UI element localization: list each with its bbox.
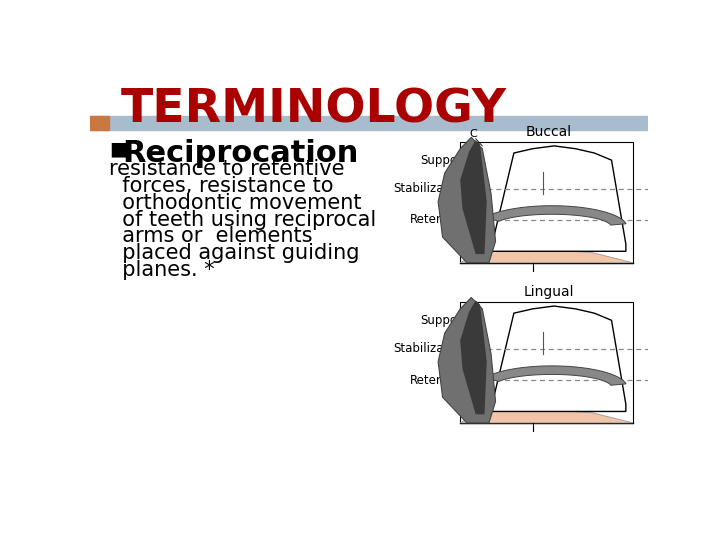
Text: Support: Support (420, 314, 467, 327)
Bar (460, 141, 632, 262)
Text: C: C (469, 130, 477, 139)
Polygon shape (485, 206, 626, 225)
Polygon shape (485, 366, 626, 385)
Text: Buccal: Buccal (526, 125, 572, 139)
Polygon shape (482, 306, 626, 411)
Text: ■: ■ (109, 139, 127, 159)
Polygon shape (460, 248, 632, 262)
Text: TERMINOLOGY: TERMINOLOGY (121, 88, 507, 133)
Text: planes. *: planes. * (109, 260, 215, 280)
Polygon shape (482, 146, 626, 251)
Bar (90, 117, 109, 130)
Text: orthodontic movement: orthodontic movement (109, 193, 362, 213)
Text: forces, resistance to: forces, resistance to (109, 176, 334, 195)
Polygon shape (460, 300, 487, 414)
Polygon shape (460, 409, 632, 423)
Text: Lingual: Lingual (523, 285, 574, 299)
Text: placed against guiding: placed against guiding (109, 244, 360, 264)
Polygon shape (460, 140, 487, 254)
Text: Retention: Retention (410, 374, 467, 387)
Bar (460, 302, 632, 423)
Text: Stabilization: Stabilization (394, 182, 467, 195)
Text: Stabilization: Stabilization (394, 342, 467, 355)
Polygon shape (438, 137, 495, 262)
Bar (90, 117, 648, 130)
Text: Retention: Retention (410, 213, 467, 226)
Text: Support: Support (420, 153, 467, 167)
Text: of teeth using reciprocal: of teeth using reciprocal (109, 210, 377, 230)
Text: arms or  elements: arms or elements (109, 226, 313, 246)
Polygon shape (438, 298, 495, 423)
Text: resistance to retentive: resistance to retentive (109, 159, 345, 179)
Text: Reciprocation: Reciprocation (122, 139, 359, 168)
